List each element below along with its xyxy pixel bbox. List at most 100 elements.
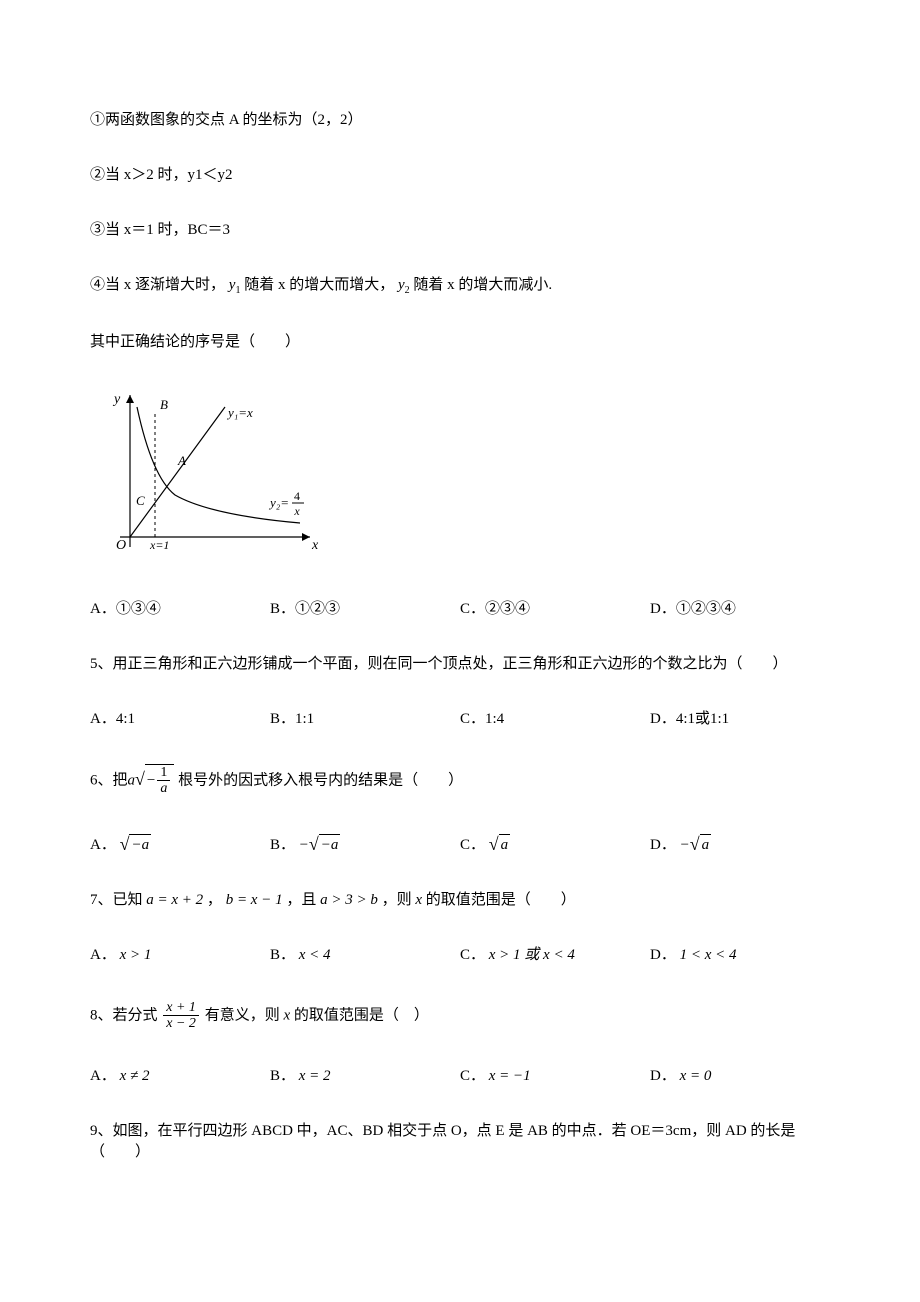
q7-c-val: x > 1 或 x < 4: [489, 947, 575, 963]
q8-c-val: x = −1: [489, 1068, 531, 1084]
q7-a-label: A．: [90, 947, 116, 963]
q6-neg: −: [147, 772, 155, 788]
q8-a-label: A．: [90, 1068, 116, 1084]
q7-x: x: [415, 892, 422, 908]
q6-options: A． √−a B． −√−a C． √a D． −√a: [90, 831, 830, 856]
q7-d-val: 1 < x < 4: [680, 947, 737, 963]
q6-a-label: A．: [90, 837, 116, 853]
q4-statement1: ①两函数图象的交点 A 的坐标为（2，2）: [90, 110, 830, 131]
q4-opt-a[interactable]: A．①③④: [90, 599, 270, 620]
q8-a-val: x ≠ 2: [120, 1068, 150, 1084]
q4-statement3: ③当 x＝1 时，BC＝3: [90, 220, 830, 241]
q6-d-label: D．: [650, 837, 676, 853]
graph-x-label: x: [311, 538, 319, 553]
q8-pre: 8、若分式: [90, 1007, 158, 1023]
q6-d-minus: −: [680, 837, 690, 853]
graph-y2-num: 4: [294, 489, 300, 503]
q6-a: a: [128, 772, 136, 788]
q7-pre: 7、已知: [90, 892, 143, 908]
q7-then: ，则: [382, 892, 412, 908]
q8-d-val: x = 0: [680, 1068, 712, 1084]
q5-text: 5、用正三角形和正六边形铺成一个平面，则在同一个顶点处，正三角形和正六边形的个数…: [90, 654, 830, 675]
q8-b-val: x = 2: [299, 1068, 331, 1084]
graph-origin: O: [116, 538, 126, 553]
q5-options: A．4:1 B．1:1 C．1:4 D．4:1或1:1: [90, 709, 830, 730]
q6-frac-den: a: [157, 781, 170, 796]
q6-b-content: −a: [319, 834, 341, 856]
q5-opt-c[interactable]: C．1:4: [460, 709, 650, 730]
q7-opt-c[interactable]: C． x > 1 或 x < 4: [460, 945, 650, 966]
q8-x: x: [283, 1007, 290, 1023]
q8-d-label: D．: [650, 1068, 676, 1084]
q5-opt-a[interactable]: A．4:1: [90, 709, 270, 730]
graph-A: A: [177, 453, 186, 468]
q7-c1: ，: [207, 892, 222, 908]
q4-options: A．①③④ B．①②③ C．②③④ D．①②③④: [90, 599, 830, 620]
q7-opt-b[interactable]: B． x < 4: [270, 945, 460, 966]
q7-opt-d[interactable]: D． 1 < x < 4: [650, 945, 737, 966]
q7-d-label: D．: [650, 947, 676, 963]
q4-opt-c[interactable]: C．②③④: [460, 599, 650, 620]
graph-C: C: [136, 493, 145, 508]
q4-opt-b[interactable]: B．①②③: [270, 599, 460, 620]
q9-text: 9、如图，在平行四边形 ABCD 中，AC、BD 相交于点 O，点 E 是 AB…: [90, 1121, 830, 1163]
graph-y1eq: y₁=x: [226, 405, 253, 420]
q8-den: x − 2: [163, 1016, 199, 1031]
q7-text: 7、已知 a = x + 2 ， b = x − 1 ，且 a > 3 > b …: [90, 890, 830, 911]
q8-opt-b[interactable]: B． x = 2: [270, 1066, 460, 1087]
q4-y2: y: [398, 277, 405, 293]
q6-opt-a[interactable]: A． √−a: [90, 831, 270, 856]
q4-opt-d[interactable]: D．①②③④: [650, 599, 736, 620]
q4-statement2: ②当 x＞2 时，y1＜y2: [90, 165, 830, 186]
graph-y-label: y: [112, 392, 121, 407]
q6-d-content: a: [700, 834, 712, 856]
q8-c-label: C．: [460, 1068, 485, 1084]
q6-b-label: B．: [270, 837, 295, 853]
q6-a-content: −a: [129, 834, 151, 856]
graph-B: B: [160, 397, 168, 412]
graph-y2eq-pre: y₂=: [268, 495, 289, 510]
q8-b-label: B．: [270, 1068, 295, 1084]
q6-pre: 6、把: [90, 772, 128, 788]
graph-y2-den: x: [293, 504, 300, 518]
q7-b-label: B．: [270, 947, 295, 963]
q6-frac-num: 1: [157, 765, 170, 781]
q4-statement4: ④当 x 逐渐增大时， y1 随着 x 的增大而增大， y2 随着 x 的增大而…: [90, 275, 830, 298]
q6-text: 6、把a√−1a 根号外的因式移入根号内的结果是（ ）: [90, 764, 830, 797]
q7-range: 的取值范围是（ ）: [426, 892, 576, 908]
q7-b-val: x < 4: [299, 947, 331, 963]
q8-post: 有意义，则: [205, 1007, 280, 1023]
q7-eq1: a = x + 2: [146, 892, 203, 908]
q7-cond: ，且: [286, 892, 316, 908]
q6-opt-c[interactable]: C． √a: [460, 831, 650, 856]
q4-graph: y x O B A C x=1 y₁=x y₂= 4 x: [90, 387, 830, 569]
q8-opt-c[interactable]: C． x = −1: [460, 1066, 650, 1087]
q6-sqrt: √−1a: [135, 764, 174, 797]
q6-b-minus: −: [299, 837, 309, 853]
q7-opt-a[interactable]: A． x > 1: [90, 945, 270, 966]
graph-x1: x=1: [149, 538, 169, 552]
q6-opt-d[interactable]: D． −√a: [650, 831, 711, 856]
q4-prompt: 其中正确结论的序号是（ ）: [90, 332, 830, 353]
q6-post: 根号外的因式移入根号内的结果是（ ）: [178, 772, 463, 788]
q7-eq2: b = x − 1: [226, 892, 283, 908]
q4-y1-sub: 1: [235, 285, 240, 296]
q4-y2-sub: 2: [405, 285, 410, 296]
q6-c-label: C．: [460, 837, 485, 853]
q4-s4-mid1: 随着 x 的增大而增大，: [244, 277, 394, 293]
q6-opt-b[interactable]: B． −√−a: [270, 831, 460, 856]
q8-range: 的取值范围是（ ）: [294, 1007, 429, 1023]
q8-num: x + 1: [163, 1000, 199, 1016]
q4-s4-pre: ④当 x 逐渐增大时，: [90, 277, 225, 293]
q5-opt-d[interactable]: D．4:1或1:1: [650, 709, 729, 730]
q6-c-content: a: [499, 834, 511, 856]
q8-frac: x + 1 x − 2: [163, 1000, 199, 1032]
q8-options: A． x ≠ 2 B． x = 2 C． x = −1 D． x = 0: [90, 1066, 830, 1087]
q7-ineq: a > 3 > b: [320, 892, 378, 908]
q7-options: A． x > 1 B． x < 4 C． x > 1 或 x < 4 D． 1 …: [90, 945, 830, 966]
q4-s4-mid2: 随着 x 的增大而减小.: [413, 277, 552, 293]
q8-opt-a[interactable]: A． x ≠ 2: [90, 1066, 270, 1087]
q7-c-label: C．: [460, 947, 485, 963]
q5-opt-b[interactable]: B．1:1: [270, 709, 460, 730]
q8-opt-d[interactable]: D． x = 0: [650, 1066, 711, 1087]
